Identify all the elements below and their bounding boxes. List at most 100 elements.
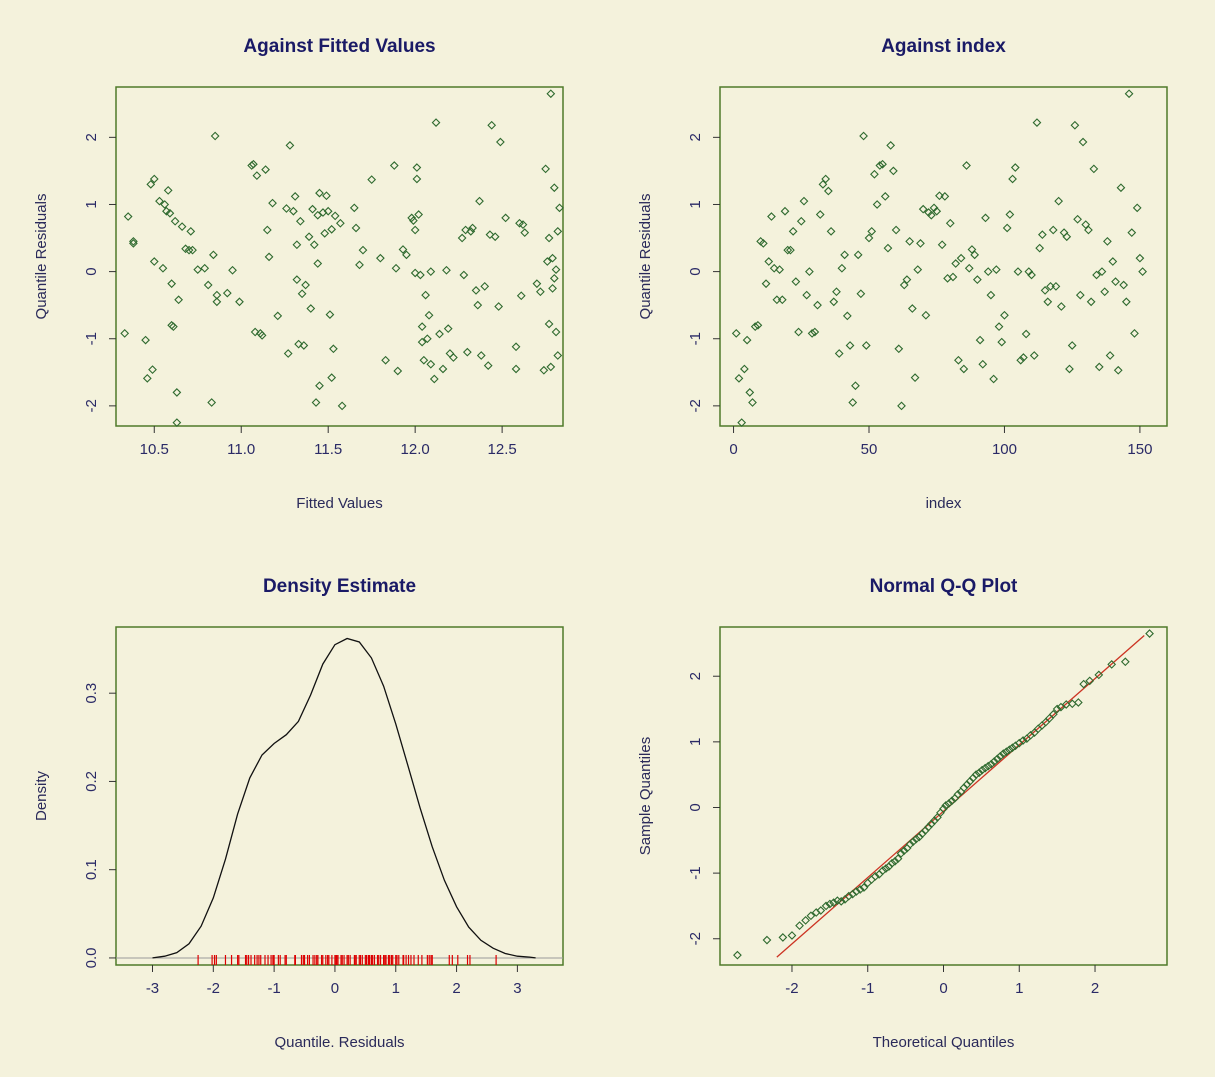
y-axis-label: Density	[33, 770, 50, 821]
data-point	[745, 388, 755, 397]
data-point	[859, 883, 869, 892]
data-point	[916, 239, 925, 248]
data-point	[252, 171, 262, 180]
data-point	[1107, 660, 1117, 669]
data-point	[1070, 120, 1080, 130]
data-point	[1121, 297, 1131, 307]
data-point	[250, 327, 260, 337]
data-point	[991, 265, 1001, 274]
data-point	[1035, 243, 1045, 253]
data-point	[417, 322, 427, 332]
data-point	[780, 206, 790, 216]
y-tick-label: -2	[687, 932, 704, 945]
data-point	[980, 763, 990, 773]
data-point	[992, 754, 1002, 764]
data-point	[1013, 267, 1023, 276]
y-tick-label: 1	[83, 200, 100, 208]
data-point	[899, 280, 909, 290]
data-point	[375, 253, 385, 263]
data-point	[986, 759, 996, 769]
data-point	[475, 196, 484, 206]
data-point	[810, 327, 820, 337]
data-point	[546, 89, 556, 99]
data-point	[335, 218, 345, 228]
data-point	[172, 418, 182, 428]
data-point	[445, 349, 455, 358]
data-point	[283, 349, 293, 358]
data-point	[777, 295, 787, 305]
data-point	[815, 210, 825, 219]
data-point	[167, 279, 177, 289]
data-point	[282, 204, 291, 213]
data-point	[921, 310, 931, 320]
x-tick-label: 100	[992, 441, 1017, 458]
y-tick-label: 1	[687, 200, 704, 208]
data-point	[959, 783, 969, 793]
data-point	[1021, 329, 1031, 339]
data-point	[443, 324, 453, 334]
y-tick-label: -1	[687, 866, 704, 879]
y-axis-label: Quantile Residuals	[637, 194, 654, 320]
x-tick-label: 12.0	[401, 441, 430, 458]
panel-qq: Normal Q-Q Plot -2 -1 0 1 2 -2 -1 0 1 2 Theoretical…	[637, 576, 1168, 1051]
data-point	[149, 257, 159, 266]
data-point	[968, 773, 978, 783]
data-point	[764, 257, 774, 266]
data-point	[419, 355, 429, 365]
data-point	[851, 381, 860, 391]
data-point	[894, 344, 904, 354]
data-point	[129, 237, 138, 246]
data-point	[1002, 223, 1012, 233]
data-point	[970, 250, 980, 260]
data-point	[978, 359, 988, 369]
data-point	[292, 275, 302, 285]
data-point	[918, 204, 928, 214]
data-point	[553, 226, 563, 236]
data-point	[155, 196, 164, 206]
data-point	[967, 245, 977, 254]
data-point	[920, 826, 930, 835]
data-point	[962, 161, 971, 170]
x-tick-label: 150	[1127, 441, 1152, 458]
panel-density: Density Estimate -3 -2 -1 0 1 2 3 0.0 0.1 0.2 0.3 Qu…	[33, 576, 564, 1051]
data-point	[1100, 287, 1110, 297]
x-axis-label: index	[926, 495, 962, 512]
density-curve	[152, 637, 536, 959]
data-point	[1043, 297, 1053, 307]
data-point	[129, 239, 138, 248]
data-point	[449, 353, 458, 362]
data-point	[262, 225, 272, 235]
data-point	[796, 216, 806, 226]
data-point	[389, 161, 399, 170]
data-point	[1016, 355, 1026, 365]
data-point	[193, 265, 203, 274]
data-point	[539, 365, 549, 375]
y-tick-label: 0	[83, 267, 100, 275]
data-point	[308, 204, 317, 214]
data-point	[315, 381, 324, 391]
data-point	[1105, 351, 1115, 360]
x-tick-label: -1	[267, 980, 280, 997]
data-point	[184, 245, 194, 255]
data-point	[1062, 232, 1072, 242]
y-axis-label: Quantile Residuals	[33, 194, 50, 320]
data-point	[536, 287, 545, 297]
data-point	[905, 839, 915, 849]
data-point	[1052, 704, 1062, 714]
data-point	[1048, 709, 1058, 719]
data-point	[468, 223, 477, 233]
data-point	[515, 218, 524, 228]
data-point	[935, 191, 944, 201]
data-point	[787, 931, 797, 940]
y-axis-label: Sample Quantiles	[637, 737, 654, 855]
data-point	[937, 240, 947, 250]
x-tick-label: -2	[785, 980, 798, 997]
data-point	[1132, 203, 1142, 213]
data-point	[1094, 362, 1104, 372]
data-point	[146, 179, 156, 189]
x-tick-label: 0	[729, 441, 737, 458]
data-point	[141, 335, 150, 345]
y-tick-label: 0.0	[83, 948, 100, 969]
data-point	[907, 304, 917, 313]
